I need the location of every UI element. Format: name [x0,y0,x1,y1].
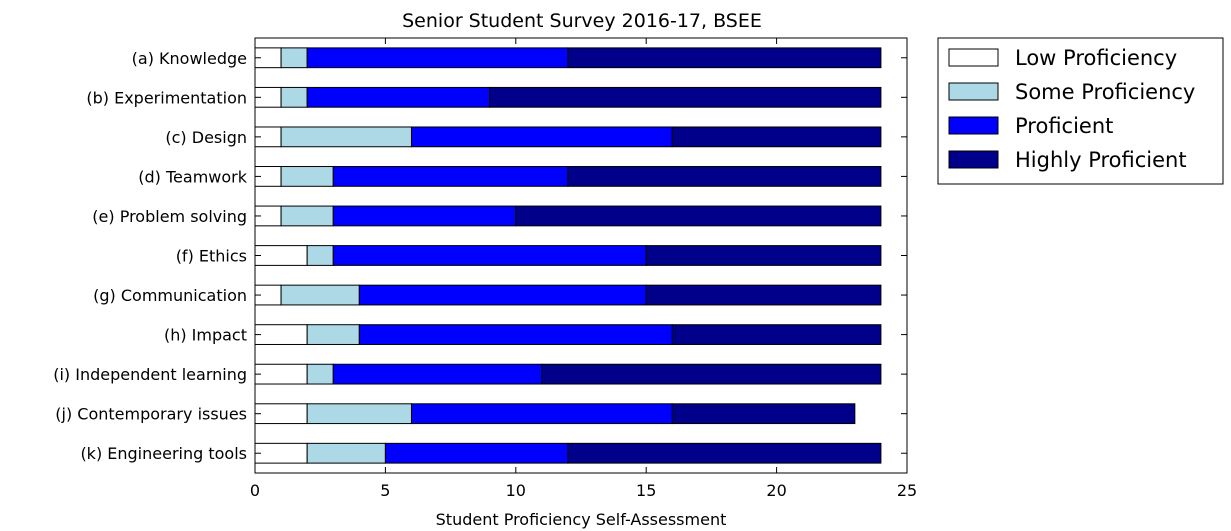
bar-segment-9-2 [306,363,334,385]
bar-segment-2-4 [489,86,882,108]
bar-segment-3-2 [280,126,412,148]
bar-segment-9-1 [254,363,308,385]
bar-segment-10-3 [410,403,673,425]
bar-segment-11-2 [306,442,386,464]
bar-segment-6-4 [645,245,882,266]
bars-layer [254,47,882,464]
y-tick-label-10: (j) Contemporary issues [55,405,247,424]
legend: Low Proficiency Some Proficiency Proficien… [937,37,1224,185]
legend-label-3: Proficient [1015,114,1113,138]
bar-segment-4-2 [280,166,334,187]
bar-segment-11-4 [567,442,882,464]
bar-segment-10-1 [254,403,308,425]
y-tick-label-7: (g) Communication [93,286,247,305]
chart-title: Senior Student Survey 2016-17, BSEE [402,10,762,32]
bar-segment-2-3 [306,86,491,108]
bar-segment-7-4 [645,284,882,306]
bar-segment-9-3 [332,363,543,385]
x-tick-label-2: 5 [380,481,390,500]
bar-segment-8-3 [358,324,673,345]
bar-segment-5-3 [332,205,517,227]
x-tick-label-4: 15 [636,481,656,500]
y-tick-label-3: (c) Design [165,128,247,147]
x-tick-label-1: 0 [250,481,260,500]
bar-segment-5-2 [280,205,334,227]
y-tick-label-2: (b) Experimentation [86,88,247,107]
bar-segment-11-3 [384,442,569,464]
bar-segment-8-4 [671,324,882,345]
bar-segment-1-4 [567,47,882,69]
bar-segment-9-4 [541,363,882,385]
legend-swatch-2 [948,82,999,101]
bar-segment-7-2 [280,284,360,306]
legend-swatch-4 [948,150,999,169]
legend-swatch-3 [948,116,999,135]
bar-segment-5-4 [515,205,882,227]
x-axis-label: Student Proficiency Self-Assessment [436,510,727,529]
bar-segment-10-2 [306,403,412,425]
bar-segment-6-3 [332,245,647,266]
bar-segment-8-2 [306,324,360,345]
y-tick-label-9: (i) Independent learning [53,365,247,384]
legend-items: Low Proficiency Some Proficiency Proficien… [948,46,1195,172]
legend-label-1: Low Proficiency [1015,46,1177,70]
x-tick-label-6: 25 [897,481,917,500]
y-tick-label-4: (d) Teamwork [138,167,247,186]
bar-segment-4-4 [567,166,882,187]
bar-segment-10-4 [671,403,856,425]
bar-segment-4-3 [332,166,569,187]
x-tick-label-5: 20 [766,481,786,500]
y-tick-label-5: (e) Problem solving [92,207,247,226]
bar-segment-2-2 [280,86,308,108]
bar-segment-3-4 [671,126,882,148]
y-tick-label-6: (f) Ethics [176,247,247,266]
bar-segment-6-2 [306,245,334,266]
y-tick-label-1: (a) Knowledge [132,49,247,68]
bar-segment-8-1 [254,324,308,345]
bar-segment-1-2 [280,47,308,69]
bar-segment-7-3 [358,284,647,306]
legend-label-4: Highly Proficient [1015,148,1187,172]
legend-swatch-1 [948,48,999,67]
bar-segment-3-3 [410,126,673,148]
x-tick-label-3: 10 [506,481,526,500]
y-tick-label-11: (k) Engineering tools [80,444,247,463]
bar-segment-6-1 [254,245,308,266]
bar-segment-11-1 [254,442,308,464]
ticks-layer: (a) Knowledge (b) Experimentation (c) Desi… [53,38,917,500]
bar-segment-1-3 [306,47,569,69]
legend-label-2: Some Proficiency [1015,80,1195,104]
y-tick-label-8: (h) Impact [164,326,247,345]
